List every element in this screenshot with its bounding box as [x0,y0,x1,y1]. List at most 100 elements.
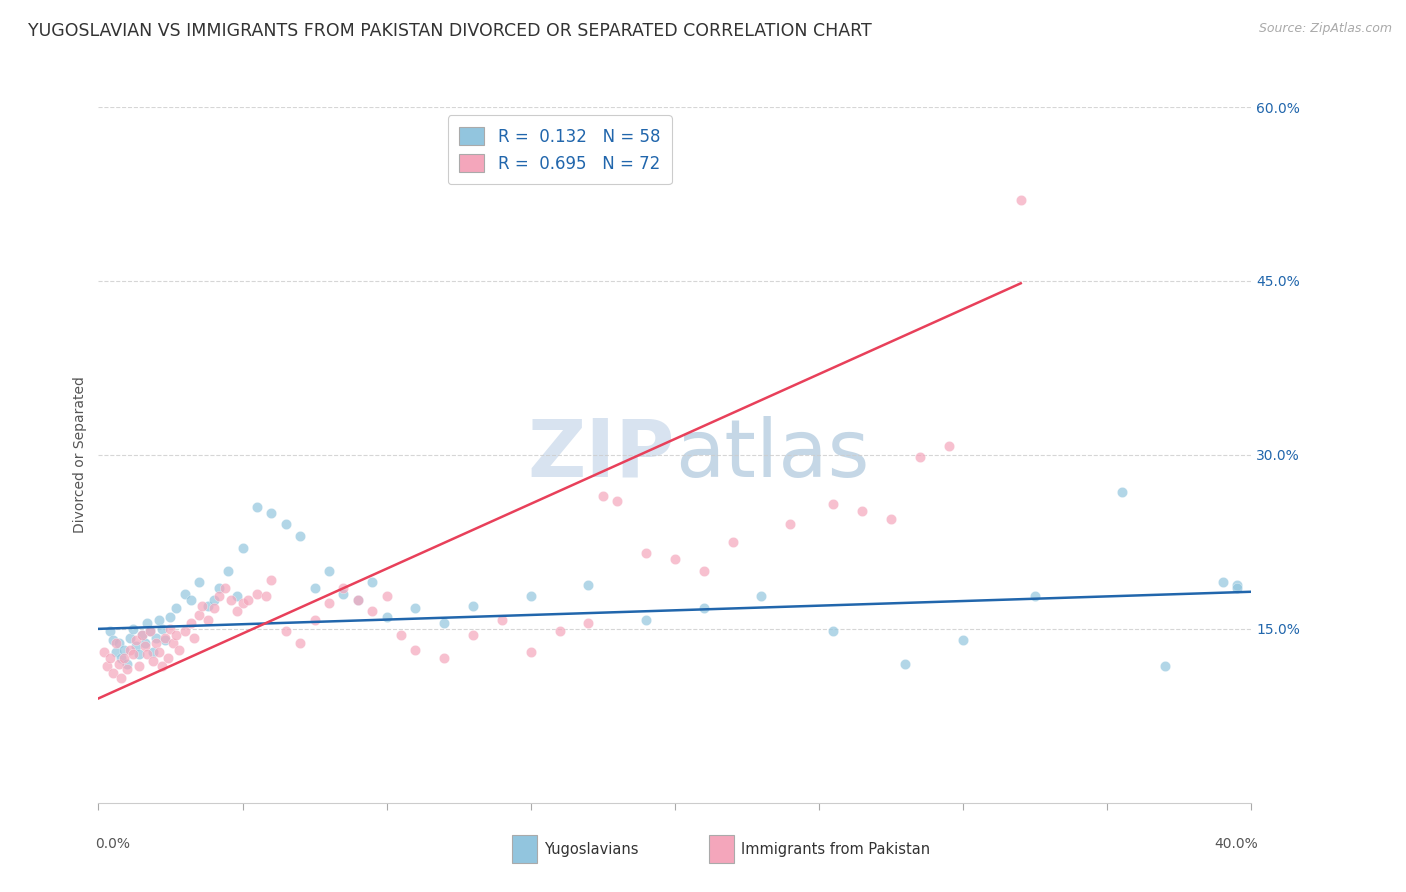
Point [274,624,297,639]
Point [134,639,156,653]
Point [162,636,184,650]
Point [107,636,129,650]
Point [1226,578,1249,592]
Point [1153,659,1175,673]
Point [208,590,231,604]
Point [1024,590,1046,604]
Point [405,601,427,615]
Point [361,575,384,590]
Point [131,628,153,642]
Point [159,622,181,636]
Point [823,624,845,639]
Point [231,596,254,610]
Point [120,642,142,657]
Point [217,564,239,578]
Text: Immigrants from Pakistan: Immigrants from Pakistan [741,842,931,856]
Point [433,615,456,630]
Point [246,587,269,601]
Point [260,506,283,520]
Point [290,529,312,543]
Point [1212,575,1234,590]
Point [174,624,197,639]
Point [1010,193,1032,207]
Point [134,636,156,650]
Point [153,631,176,645]
Point [188,575,211,590]
Point [197,599,219,613]
Point [578,578,600,592]
Point [231,541,254,555]
Point [136,648,159,662]
Point [174,587,197,601]
Y-axis label: Divorced or Separated: Divorced or Separated [73,376,87,533]
Point [188,607,211,622]
Point [461,628,484,642]
Point [548,624,571,639]
Point [110,671,132,685]
Bar [709,835,734,863]
Point [107,657,129,671]
Point [246,500,269,514]
Point [318,564,340,578]
Point [202,601,225,615]
Point [148,645,170,659]
Point [1111,485,1133,500]
Text: 40.0%: 40.0% [1215,837,1258,851]
Point [202,592,225,607]
Point [290,636,312,650]
Point [636,546,658,561]
Point [592,489,614,503]
Point [332,587,354,601]
Point [693,601,716,615]
Point [751,590,773,604]
Point [183,631,205,645]
Point [98,651,121,665]
Point [125,633,148,648]
Text: Yugoslavians: Yugoslavians [544,842,638,856]
Text: Source: ZipAtlas.com: Source: ZipAtlas.com [1258,22,1392,36]
Point [128,659,150,673]
Point [606,494,628,508]
Point [952,633,974,648]
Point [578,615,600,630]
Bar [512,835,537,863]
Legend: R =  0.132   N = 58, R =  0.695   N = 72: R = 0.132 N = 58, R = 0.695 N = 72 [447,115,672,185]
Point [93,645,115,659]
Point [851,503,873,517]
Point [208,582,231,596]
Point [145,636,167,650]
Point [180,615,202,630]
Point [491,613,513,627]
Point [260,573,283,587]
Point [197,613,219,627]
Point [98,624,121,639]
Point [1226,582,1249,596]
Point [150,622,173,636]
Point [139,624,162,639]
Point [122,648,145,662]
Point [117,657,138,671]
Point [96,659,118,673]
Point [304,613,326,627]
Point [104,645,127,659]
Text: YUGOSLAVIAN VS IMMIGRANTS FROM PAKISTAN DIVORCED OR SEPARATED CORRELATION CHART: YUGOSLAVIAN VS IMMIGRANTS FROM PAKISTAN … [28,22,872,40]
Point [214,582,236,596]
Text: 0.0%: 0.0% [96,837,131,851]
Point [112,651,135,665]
Point [238,592,260,607]
Text: atlas: atlas [675,416,869,494]
Point [721,534,744,549]
Point [104,636,127,650]
Point [908,450,931,465]
Point [894,657,917,671]
Point [110,651,132,665]
Point [191,599,214,613]
Point [461,599,484,613]
Point [180,592,202,607]
Point [225,590,247,604]
Point [120,631,142,645]
Point [136,615,159,630]
Point [150,659,173,673]
Point [156,651,179,665]
Point [165,628,187,642]
